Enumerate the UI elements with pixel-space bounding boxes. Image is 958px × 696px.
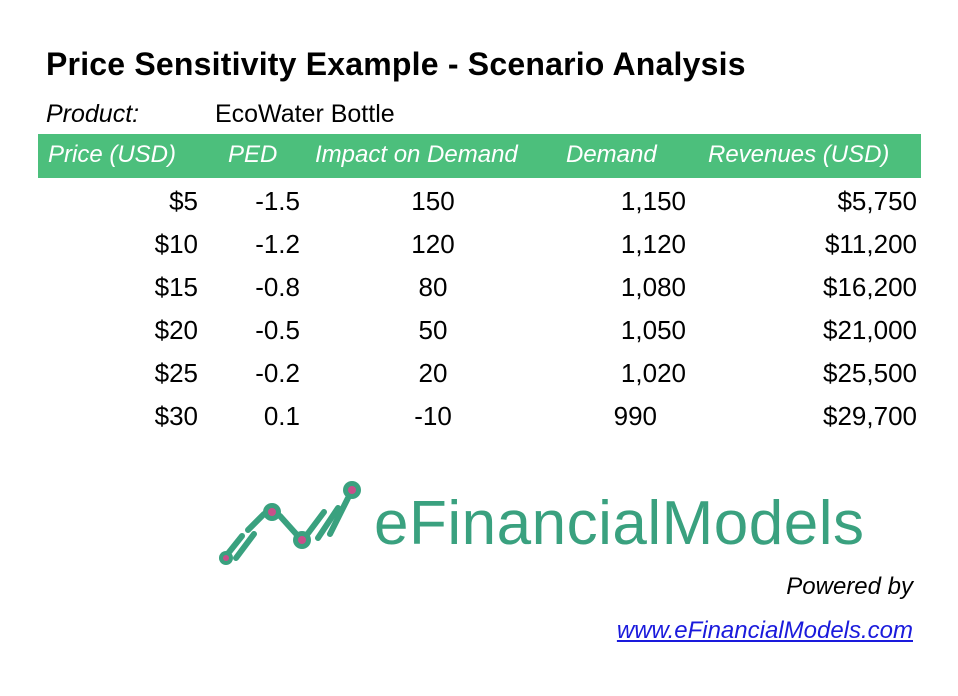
demand-cell: 1,020	[620, 358, 686, 388]
impact-cell: 50	[418, 315, 448, 345]
impact-cell: 20	[418, 358, 448, 388]
revenue-cell: $11,200	[824, 229, 917, 259]
header-revenues: Revenues (USD)	[708, 141, 890, 168]
table-header: Price (USD) PED Impact on Demand Demand …	[38, 134, 921, 178]
header-price: Price (USD)	[48, 141, 177, 168]
demand-cell: 990	[613, 401, 657, 431]
product-label: Product:	[46, 100, 140, 128]
demand-cell: 1,150	[620, 186, 686, 216]
price-cell: $5	[169, 186, 198, 216]
ped-cell: 0.1	[263, 401, 300, 431]
demand-cell: 1,080	[620, 272, 686, 302]
table-row: $30 0.1 -10 990 $29,700	[38, 395, 921, 438]
product-value: EcoWater Bottle	[214, 100, 395, 128]
demand-cell: 1,050	[620, 315, 686, 345]
ped-cell: -0.8	[255, 272, 300, 302]
header-ped: PED	[228, 141, 278, 168]
impact-cell: -10	[414, 401, 452, 431]
impact-cell: 120	[411, 229, 455, 259]
product-row: Product: EcoWater Bottle	[46, 100, 395, 129]
scenario-table: $5 -1.5 150 1,150 $5,750 $10 -1.2 120 1,…	[38, 180, 921, 438]
rising-line-chart-icon	[219, 481, 361, 565]
revenue-cell: $16,200	[823, 272, 917, 302]
revenue-cell: $25,500	[823, 358, 917, 388]
header-demand: Demand	[566, 141, 657, 168]
revenue-cell: $29,700	[823, 401, 917, 431]
price-cell: $25	[154, 358, 198, 388]
table-row: $5 -1.5 150 1,150 $5,750	[38, 180, 921, 223]
price-cell: $15	[154, 272, 198, 302]
table-row: $15 -0.8 80 1,080 $16,200	[38, 266, 921, 309]
ped-cell: -0.5	[255, 315, 300, 345]
ped-cell: -0.2	[255, 358, 300, 388]
table-row: $20 -0.5 50 1,050 $21,000	[38, 309, 921, 352]
page-title: Price Sensitivity Example - Scenario Ana…	[46, 46, 746, 82]
impact-cell: 150	[411, 186, 455, 216]
table-row: $25 -0.2 20 1,020 $25,500	[38, 352, 921, 395]
header-impact-on-demand: Impact on Demand	[315, 141, 518, 168]
logo-wordmark: eFinancialModels	[374, 489, 865, 558]
price-cell: $30	[154, 401, 198, 431]
impact-cell: 80	[418, 272, 448, 302]
table-row: $10 -1.2 120 1,120 $11,200	[38, 223, 921, 266]
revenue-cell: $21,000	[823, 315, 917, 345]
ped-cell: -1.5	[255, 186, 300, 216]
price-cell: $20	[154, 315, 198, 345]
demand-cell: 1,120	[620, 229, 686, 259]
website-link[interactable]: www.eFinancialModels.com	[616, 617, 913, 644]
efinancialmodels-logo: eFinancialModels	[214, 478, 894, 570]
revenue-cell: $5,750	[837, 186, 917, 216]
ped-cell: -1.2	[255, 229, 300, 259]
price-cell: $10	[154, 229, 198, 259]
powered-by-label: Powered by	[786, 573, 913, 600]
